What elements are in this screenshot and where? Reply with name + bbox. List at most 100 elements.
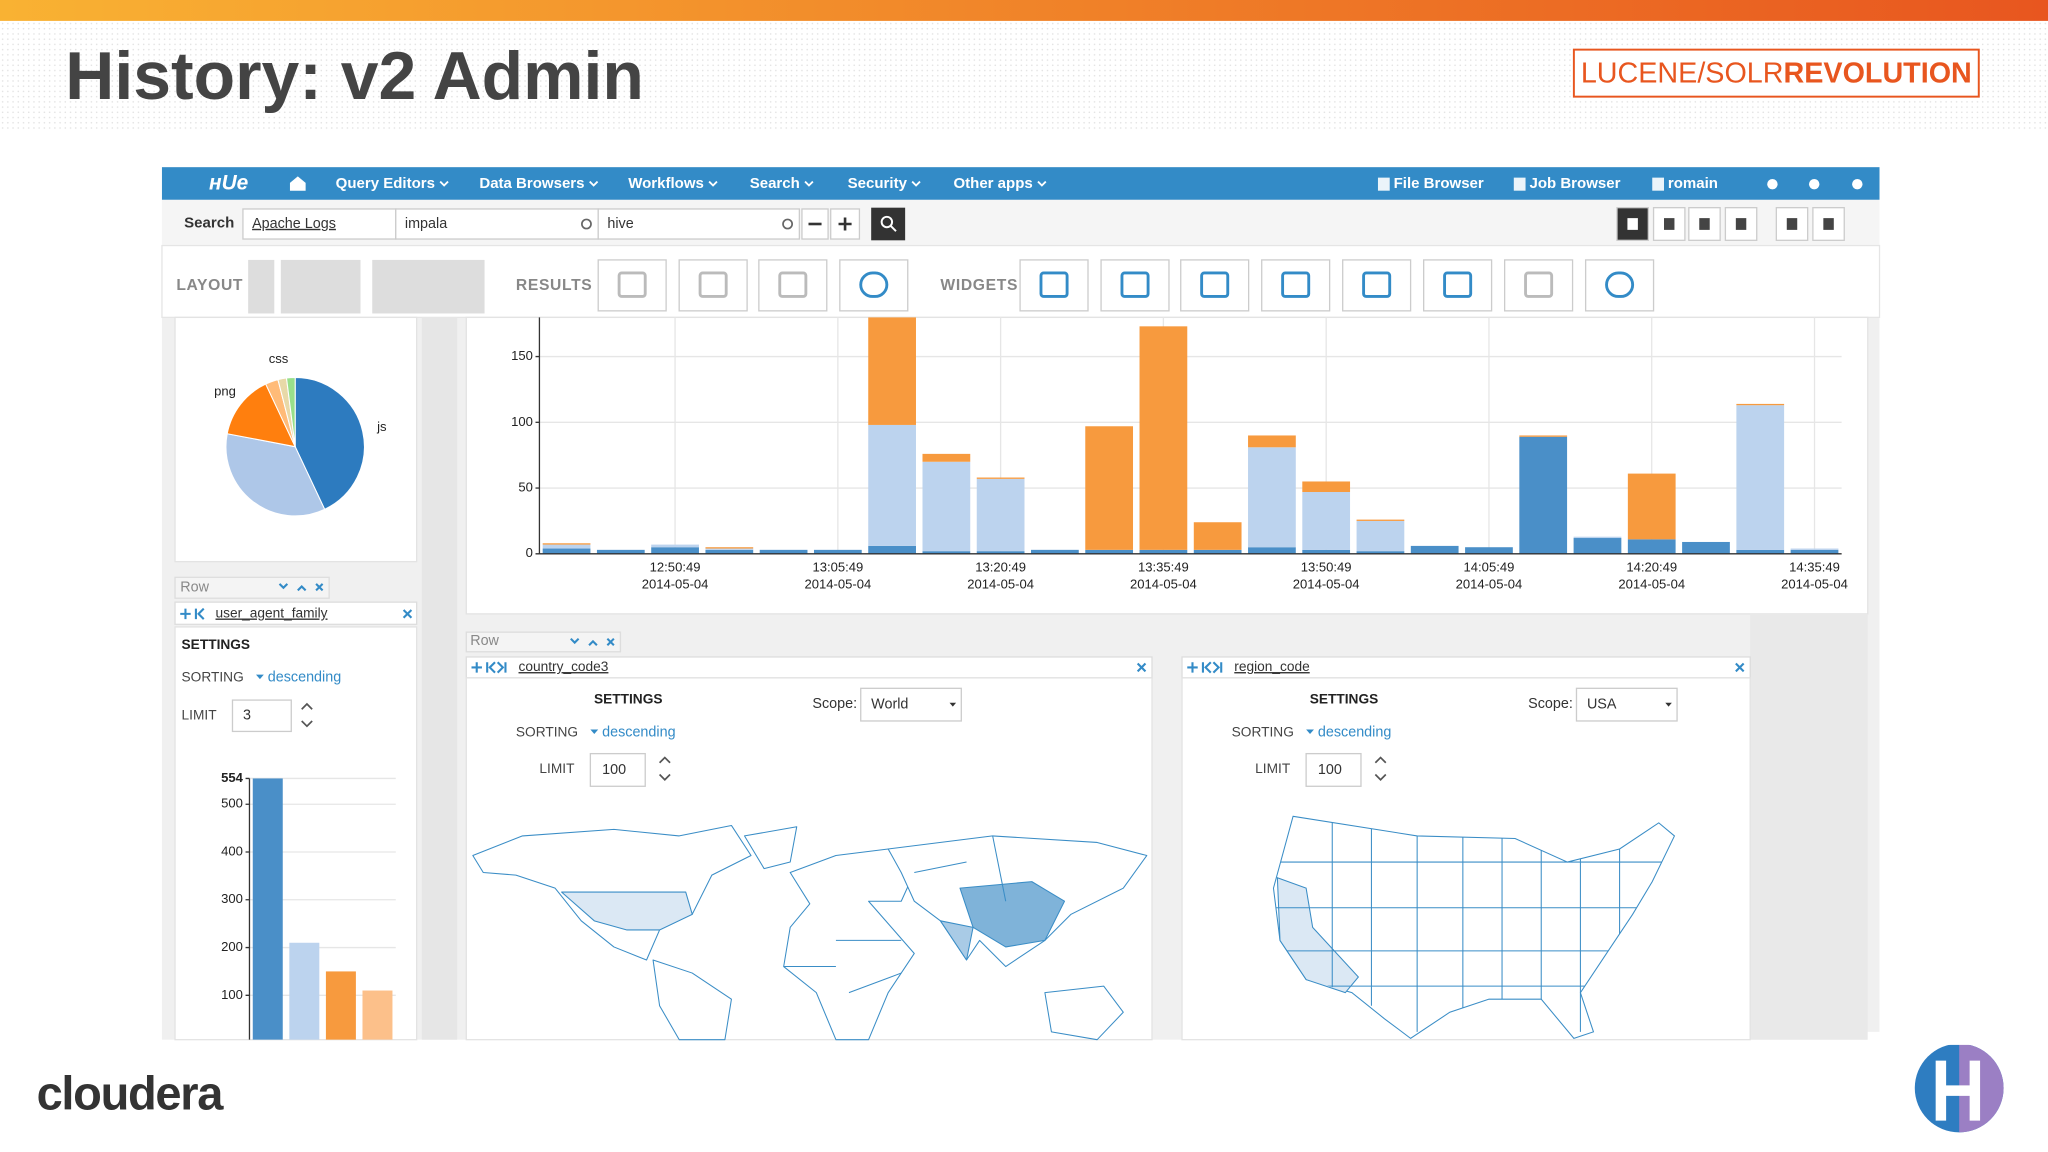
bar-segment — [1682, 541, 1730, 554]
bar — [362, 990, 393, 1040]
tool-glyph — [1664, 218, 1675, 230]
row-controls[interactable] — [278, 583, 324, 592]
nav-item[interactable]: Search — [750, 175, 800, 192]
nav-icon[interactable] — [1808, 178, 1820, 190]
chevron — [1037, 180, 1047, 187]
clear-icon[interactable] — [782, 218, 794, 230]
field-name[interactable]: region_code — [1234, 659, 1310, 674]
row-controls[interactable] — [570, 637, 615, 646]
field-controls[interactable] — [1187, 661, 1223, 674]
collection-input[interactable] — [597, 208, 800, 240]
pie-slice — [294, 376, 365, 511]
limit-value: 100 — [602, 762, 626, 778]
caret — [256, 674, 264, 680]
usa-region — [561, 891, 693, 931]
x-tick-date: 2014-05-04 — [967, 577, 1034, 592]
caret — [590, 729, 599, 735]
widget-button[interactable] — [1584, 259, 1655, 312]
y-tick-label: 150 — [511, 348, 533, 363]
spinner[interactable] — [1374, 756, 1387, 781]
sorting-value[interactable]: descending — [602, 725, 675, 741]
bar-segment — [1356, 520, 1405, 552]
limit-input[interactable] — [231, 699, 292, 733]
x-tick-date: 2014-05-04 — [804, 577, 871, 592]
row-header — [465, 631, 622, 653]
scope-select[interactable] — [860, 687, 962, 722]
brand-right: REVOLUTION — [1784, 57, 1972, 89]
widget-glyph — [617, 271, 647, 298]
search-label: Search — [184, 214, 234, 231]
x-tick-label: 13:50:49 — [1301, 560, 1352, 575]
plus-button[interactable] — [830, 208, 861, 240]
nav-icon[interactable] — [1767, 178, 1778, 190]
widget-button[interactable] — [758, 259, 828, 312]
y-tick-label: 100 — [511, 414, 533, 429]
spinner[interactable] — [658, 756, 671, 781]
widget-button[interactable] — [1261, 259, 1331, 312]
nav-icon[interactable] — [1852, 178, 1863, 190]
nav-item[interactable]: Workflows — [628, 175, 704, 192]
spinner[interactable] — [301, 702, 313, 728]
sorting-value[interactable]: descending — [1318, 725, 1391, 741]
remove-icon[interactable] — [402, 609, 413, 619]
widget-glyph — [1443, 271, 1473, 298]
collection: impala — [405, 216, 447, 232]
bar-segment — [542, 544, 591, 549]
field-name[interactable]: user_agent_family — [216, 606, 328, 621]
field-controls[interactable] — [471, 661, 507, 674]
australia — [1044, 985, 1124, 1041]
nav-item[interactable]: File Browser — [1394, 175, 1484, 192]
brand-box — [1572, 48, 1980, 98]
bar-segment — [976, 477, 1025, 479]
bar-segment — [542, 543, 591, 545]
widget-button[interactable] — [839, 259, 909, 312]
nav-icon — [1652, 177, 1664, 191]
clear-icon[interactable] — [581, 218, 592, 230]
field-name[interactable]: country_code3 — [519, 659, 609, 674]
minus-button[interactable] — [801, 208, 829, 240]
nav-item[interactable]: Job Browser — [1529, 175, 1620, 192]
widget-button[interactable] — [1423, 259, 1493, 312]
nav-item[interactable]: Query Editors — [336, 175, 435, 192]
y-tick-label: 300 — [221, 891, 243, 906]
tool-button[interactable] — [1688, 207, 1721, 241]
remove-icon[interactable] — [1735, 662, 1745, 673]
scope-select[interactable] — [1575, 687, 1678, 722]
widget-button[interactable] — [1019, 259, 1089, 312]
home-icon[interactable] — [289, 176, 306, 191]
remove-icon[interactable] — [1136, 662, 1147, 673]
search-button[interactable] — [871, 207, 906, 241]
nav-item[interactable]: Other apps — [953, 175, 1032, 192]
nav-item[interactable]: Security — [848, 175, 908, 192]
nav-item[interactable]: Data Browsers — [479, 175, 584, 192]
widget-button[interactable] — [1342, 259, 1412, 312]
widget-button[interactable] — [597, 259, 667, 312]
greenland — [743, 826, 798, 870]
sorting-value[interactable]: descending — [268, 670, 341, 686]
widget-glyph — [859, 271, 889, 298]
collection-input[interactable] — [395, 208, 599, 240]
widget-button[interactable] — [678, 259, 748, 312]
limit-input[interactable] — [1305, 752, 1362, 787]
bar-segment — [976, 551, 1025, 554]
limit-input[interactable] — [589, 752, 646, 787]
widget-button[interactable] — [1180, 259, 1250, 312]
bar-segment — [1736, 549, 1785, 554]
settings-label: SETTINGS — [594, 692, 663, 707]
nav-item[interactable]: romain — [1668, 175, 1718, 192]
widget-glyph — [1200, 271, 1230, 298]
bar-segment — [1248, 447, 1296, 548]
collection-input[interactable] — [242, 208, 397, 240]
layout-option[interactable] — [248, 259, 275, 314]
widget-button[interactable] — [1503, 259, 1574, 312]
bar — [289, 942, 320, 1040]
bar-segment — [1519, 436, 1568, 554]
widget-button[interactable] — [1100, 259, 1170, 312]
layout-option[interactable] — [280, 259, 361, 314]
pie-label: css — [269, 351, 289, 366]
layout-option[interactable] — [372, 259, 485, 314]
field-controls[interactable] — [180, 607, 205, 620]
sorting-label: SORTING — [182, 670, 244, 685]
settings-label: SETTINGS — [1310, 692, 1379, 707]
